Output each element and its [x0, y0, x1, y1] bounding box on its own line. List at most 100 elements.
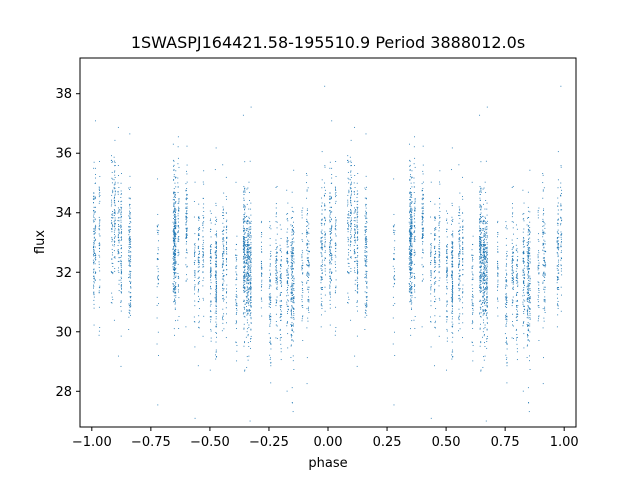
scatter-point — [364, 265, 366, 266]
scatter-point — [497, 261, 499, 262]
scatter-point — [129, 207, 131, 209]
scatter-point — [210, 259, 212, 261]
scatter-point — [173, 205, 175, 207]
scatter-point — [250, 318, 252, 320]
scatter-point — [268, 306, 270, 308]
scatter-point — [331, 239, 333, 241]
scatter-point — [324, 236, 326, 238]
scatter-point — [479, 256, 481, 257]
scatter-point — [542, 173, 544, 174]
scatter-point — [246, 356, 248, 358]
scatter-point — [350, 241, 352, 243]
scatter-point — [293, 311, 294, 313]
scatter-point — [216, 257, 218, 259]
scatter-point — [452, 233, 454, 235]
scatter-point — [222, 212, 224, 214]
scatter-point — [451, 279, 453, 281]
scatter-point — [537, 259, 539, 261]
scatter-point — [112, 214, 114, 216]
scatter-point — [198, 227, 200, 229]
scatter-point — [439, 203, 441, 205]
scatter-point — [245, 295, 247, 297]
scatter-point — [244, 237, 246, 238]
scatter-point — [270, 300, 272, 301]
scatter-point — [409, 291, 411, 293]
scatter-point — [538, 262, 540, 264]
scatter-point — [356, 224, 358, 226]
scatter-point — [411, 253, 412, 255]
scatter-point — [276, 246, 278, 248]
scatter-point — [544, 296, 546, 298]
scatter-point — [306, 190, 308, 192]
scatter-point — [128, 303, 130, 305]
scatter-point — [411, 320, 413, 322]
scatter-point — [537, 299, 539, 301]
scatter-point — [293, 258, 295, 260]
scatter-point — [480, 245, 482, 247]
scatter-point — [479, 194, 481, 196]
scatter-point — [269, 280, 271, 282]
scatter-point — [222, 295, 224, 297]
scatter-point — [270, 365, 272, 367]
scatter-point — [118, 236, 119, 238]
scatter-point — [215, 247, 217, 249]
scatter-point — [542, 264, 544, 266]
scatter-point — [270, 382, 272, 384]
scatter-point — [482, 272, 484, 274]
scatter-point — [542, 233, 544, 235]
scatter-point — [249, 222, 251, 224]
scatter-point — [497, 246, 499, 248]
scatter-point — [347, 272, 349, 274]
scatter-point — [308, 299, 310, 301]
scatter-point — [270, 274, 272, 276]
scatter-point — [174, 235, 176, 237]
scatter-point — [537, 254, 539, 256]
scatter-point — [175, 267, 177, 269]
scatter-point — [350, 171, 352, 173]
scatter-point — [544, 265, 546, 267]
scatter-point — [409, 160, 411, 162]
scatter-point — [172, 257, 174, 259]
scatter-point — [247, 253, 249, 255]
scatter-point — [222, 222, 224, 224]
scatter-point — [523, 228, 525, 230]
scatter-point — [246, 331, 248, 333]
scatter-point — [242, 225, 244, 227]
scatter-point — [210, 276, 212, 277]
scatter-point — [330, 263, 332, 265]
scatter-point — [480, 288, 482, 290]
scatter-point — [194, 270, 196, 272]
scatter-point — [486, 314, 487, 316]
scatter-point — [350, 229, 352, 231]
scatter-point — [292, 355, 294, 357]
scatter-point — [198, 326, 200, 328]
scatter-point — [223, 226, 225, 228]
scatter-point — [215, 260, 217, 262]
scatter-point — [293, 237, 294, 239]
scatter-point — [198, 282, 200, 284]
scatter-point — [157, 249, 159, 251]
scatter-point — [235, 341, 237, 343]
scatter-point — [287, 257, 288, 259]
scatter-point — [293, 221, 294, 223]
scatter-point — [544, 257, 546, 259]
scatter-point — [324, 223, 326, 225]
scatter-point — [430, 289, 432, 291]
scatter-point — [543, 275, 545, 277]
scatter-point — [365, 242, 367, 244]
scatter-point — [544, 274, 546, 276]
scatter-point — [365, 232, 366, 234]
scatter-point — [544, 291, 546, 293]
scatter-point — [301, 299, 303, 301]
scatter-point — [120, 279, 122, 281]
scatter-point — [458, 238, 460, 239]
scatter-point — [364, 329, 366, 330]
scatter-point — [129, 260, 131, 262]
scatter-point — [529, 312, 531, 314]
scatter-point — [354, 290, 356, 292]
scatter-point — [216, 245, 218, 247]
scatter-point — [172, 237, 174, 239]
scatter-point — [472, 344, 474, 346]
scatter-point — [275, 207, 277, 209]
scatter-point — [479, 276, 481, 278]
